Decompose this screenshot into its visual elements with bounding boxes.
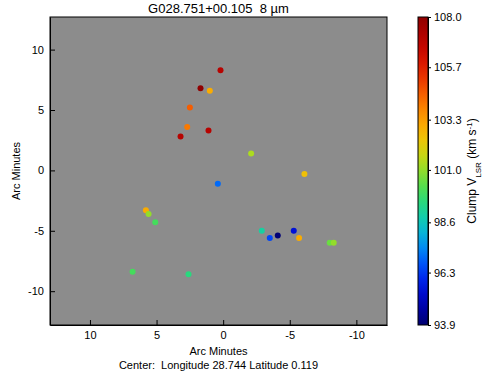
tick-label: 5: [38, 104, 44, 116]
clump-point: [296, 235, 302, 241]
tick: 0: [38, 164, 55, 176]
tick: -5: [285, 320, 295, 341]
tick-label: -5: [285, 329, 295, 341]
colorbar: [418, 17, 428, 325]
tick-label: -10: [28, 285, 44, 297]
colorbar-title-part: Clump V: [465, 178, 479, 224]
y-axis: -10 -5 0 5 10: [28, 18, 55, 326]
tick-label: 96.3: [434, 267, 455, 279]
axis-line: [50, 18, 51, 326]
clump-point: [178, 134, 184, 140]
tick-label: 10: [32, 44, 44, 56]
colorbar-title-part: LSR: [474, 162, 483, 178]
clump-point: [206, 128, 212, 134]
clump-point: [207, 88, 213, 94]
title: G028.751+00.105 8 µm: [148, 1, 289, 16]
tick: -10: [349, 320, 365, 341]
tick-mark: [428, 67, 431, 68]
tick-mark: [428, 120, 431, 121]
tick-mark: [290, 320, 291, 325]
colorbar-title-part: (km s: [465, 129, 479, 162]
tick-label: 0: [38, 164, 44, 176]
clump-point: [187, 105, 193, 111]
tick: -10: [28, 285, 55, 297]
tick-mark: [428, 273, 431, 274]
tick: 101.0: [428, 164, 462, 176]
tick: 98.6: [428, 216, 455, 228]
tick-label: 0: [221, 329, 227, 341]
tick-mark: [50, 231, 55, 232]
colorbar-axis: 93.9 96.3 98.6 101.0 103.3 105.7 108.0: [428, 11, 462, 331]
tick: -5: [34, 225, 55, 237]
clump-point: [331, 240, 337, 246]
tick-label: 108.0: [434, 11, 462, 23]
chart: 10 5 0 -5 -10 -10 -5 0 5 10 G028.751+00.105 8 µm Ar…: [0, 0, 488, 375]
tick: 93.9: [428, 319, 455, 331]
x-axis-title: Arc Minutes: [189, 345, 248, 357]
tick-label: 103.3: [434, 114, 462, 126]
tick-mark: [50, 170, 55, 171]
tick: 5: [38, 104, 55, 116]
points: [130, 67, 337, 277]
clump-point: [184, 124, 190, 130]
tick-label: 5: [154, 329, 160, 341]
tick-mark: [428, 222, 431, 223]
clump-point: [248, 150, 254, 156]
tick: 103.3: [428, 114, 462, 126]
plot-frame: [50, 17, 387, 325]
tick-mark: [428, 170, 431, 171]
tick-mark: [428, 325, 431, 326]
subtitle: Center: Longitude 28.744 Latitude 0.119: [119, 359, 318, 371]
tick: 96.3: [428, 267, 455, 279]
y-axis-title: Arc Minutes: [10, 141, 22, 200]
clump-point: [152, 219, 158, 225]
clump-point: [291, 228, 297, 234]
tick-mark: [356, 320, 357, 325]
tick: 10: [84, 320, 96, 341]
tick-label: -5: [34, 225, 44, 237]
tick-label: 98.6: [434, 216, 455, 228]
image-background: [50, 17, 387, 325]
clump-point: [259, 228, 265, 234]
colorbar-title-part: ): [465, 118, 479, 122]
clump-point: [267, 235, 273, 241]
clump-point: [146, 211, 152, 217]
tick-mark: [157, 320, 158, 325]
clump-point: [186, 271, 192, 277]
tick: 108.0: [428, 11, 462, 23]
clump-point: [217, 67, 223, 73]
colorbar-axis-line: [428, 18, 429, 326]
tick: 105.7: [428, 61, 462, 73]
clump-point: [198, 85, 204, 91]
tick: 0: [221, 320, 227, 341]
tick-mark: [50, 291, 55, 292]
colorbar-title: Clump VLSR (km s-1): [465, 118, 483, 223]
clump-point: [215, 181, 221, 187]
tick-mark: [50, 110, 55, 111]
tick-mark: [428, 17, 431, 18]
clump-point: [301, 171, 307, 177]
axis-line: [51, 325, 388, 326]
clump-point: [275, 233, 281, 239]
tick-label: 101.0: [434, 164, 462, 176]
tick-label: 93.9: [434, 319, 455, 331]
tick-mark: [50, 50, 55, 51]
tick: 5: [154, 320, 160, 341]
tick-mark: [223, 320, 224, 325]
tick-mark: [90, 320, 91, 325]
x-axis: 10 5 0 -5 -10: [51, 320, 388, 341]
tick-label: -10: [349, 329, 365, 341]
tick-label: 10: [84, 329, 96, 341]
clump-point: [130, 269, 136, 275]
tick: 10: [32, 44, 55, 56]
tick-label: 105.7: [434, 61, 462, 73]
